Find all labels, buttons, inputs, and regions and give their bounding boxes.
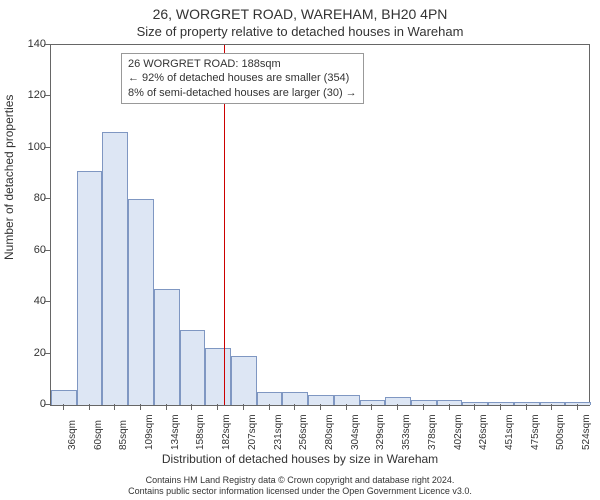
x-tick-mark (500, 404, 501, 410)
histogram-bar (102, 132, 128, 405)
y-tick-label: 20 (16, 347, 46, 359)
x-tick-label: 500sqm (555, 414, 566, 450)
x-tick-mark (397, 404, 398, 410)
x-tick-label: 231sqm (273, 414, 284, 450)
page-subtitle: Size of property relative to detached ho… (0, 24, 600, 39)
histogram-bar (154, 289, 180, 405)
x-tick-mark (346, 404, 347, 410)
x-tick-label: 256sqm (298, 414, 309, 450)
histogram-bar (51, 390, 77, 405)
x-tick-mark (191, 404, 192, 410)
x-tick-mark (449, 404, 450, 410)
x-tick-mark (320, 404, 321, 410)
x-tick-label: 158sqm (195, 414, 206, 450)
x-tick-mark (577, 404, 578, 410)
histogram-bar (205, 348, 231, 405)
y-tick-mark (44, 147, 50, 148)
annotation-line: ← 92% of detached houses are smaller (35… (128, 71, 357, 85)
y-tick-mark (44, 353, 50, 354)
x-tick-label: 329sqm (375, 414, 386, 450)
x-tick-mark (371, 404, 372, 410)
x-tick-label: 280sqm (324, 414, 335, 450)
y-tick-label: 60 (16, 244, 46, 256)
x-tick-mark (114, 404, 115, 410)
plot-area: 26 WORGRET ROAD: 188sqm← 92% of detached… (50, 44, 590, 406)
y-axis-label: Number of detached properties (2, 95, 16, 260)
x-tick-label: 524sqm (581, 414, 592, 450)
y-tick-label: 140 (16, 38, 46, 50)
x-tick-mark (63, 404, 64, 410)
histogram-bar (180, 330, 206, 405)
x-tick-label: 60sqm (93, 420, 104, 450)
x-tick-mark (140, 404, 141, 410)
y-tick-mark (44, 44, 50, 45)
x-axis-label: Distribution of detached houses by size … (0, 452, 600, 466)
x-tick-label: 475sqm (530, 414, 541, 450)
x-tick-mark (269, 404, 270, 410)
attribution-text: Contains HM Land Registry data © Crown c… (0, 475, 600, 498)
x-tick-mark (217, 404, 218, 410)
y-tick-mark (44, 95, 50, 96)
x-tick-label: 378sqm (427, 414, 438, 450)
y-tick-label: 0 (16, 398, 46, 410)
x-tick-label: 402sqm (453, 414, 464, 450)
attribution-line-1: Contains HM Land Registry data © Crown c… (0, 475, 600, 487)
histogram-bar (231, 356, 257, 405)
y-tick-mark (44, 198, 50, 199)
x-tick-label: 304sqm (350, 414, 361, 450)
y-tick-mark (44, 250, 50, 251)
x-tick-mark (294, 404, 295, 410)
page-title: 26, WORGRET ROAD, WAREHAM, BH20 4PN (0, 6, 600, 22)
x-tick-label: 353sqm (401, 414, 412, 450)
x-tick-label: 182sqm (221, 414, 232, 450)
chart-container: 26, WORGRET ROAD, WAREHAM, BH20 4PN Size… (0, 0, 600, 500)
annotation-line: 8% of semi-detached houses are larger (3… (128, 86, 357, 100)
x-tick-mark (526, 404, 527, 410)
x-tick-label: 134sqm (170, 414, 181, 450)
x-tick-mark (243, 404, 244, 410)
y-tick-mark (44, 404, 50, 405)
y-tick-label: 40 (16, 295, 46, 307)
x-tick-label: 451sqm (504, 414, 515, 450)
y-tick-mark (44, 301, 50, 302)
annotation-box: 26 WORGRET ROAD: 188sqm← 92% of detached… (121, 53, 364, 104)
y-tick-label: 100 (16, 141, 46, 153)
x-tick-mark (166, 404, 167, 410)
x-tick-mark (551, 404, 552, 410)
annotation-line: 26 WORGRET ROAD: 188sqm (128, 57, 357, 71)
x-tick-mark (474, 404, 475, 410)
histogram-bar (77, 171, 103, 405)
y-tick-label: 80 (16, 192, 46, 204)
attribution-line-2: Contains public sector information licen… (0, 486, 600, 498)
x-tick-label: 109sqm (144, 414, 155, 450)
histogram-bar (411, 400, 437, 405)
x-tick-label: 85sqm (118, 420, 129, 450)
histogram-bar (128, 199, 154, 405)
x-tick-mark (89, 404, 90, 410)
x-tick-label: 207sqm (247, 414, 258, 450)
x-tick-mark (423, 404, 424, 410)
x-tick-label: 36sqm (67, 420, 78, 450)
x-tick-label: 426sqm (478, 414, 489, 450)
y-tick-label: 120 (16, 89, 46, 101)
